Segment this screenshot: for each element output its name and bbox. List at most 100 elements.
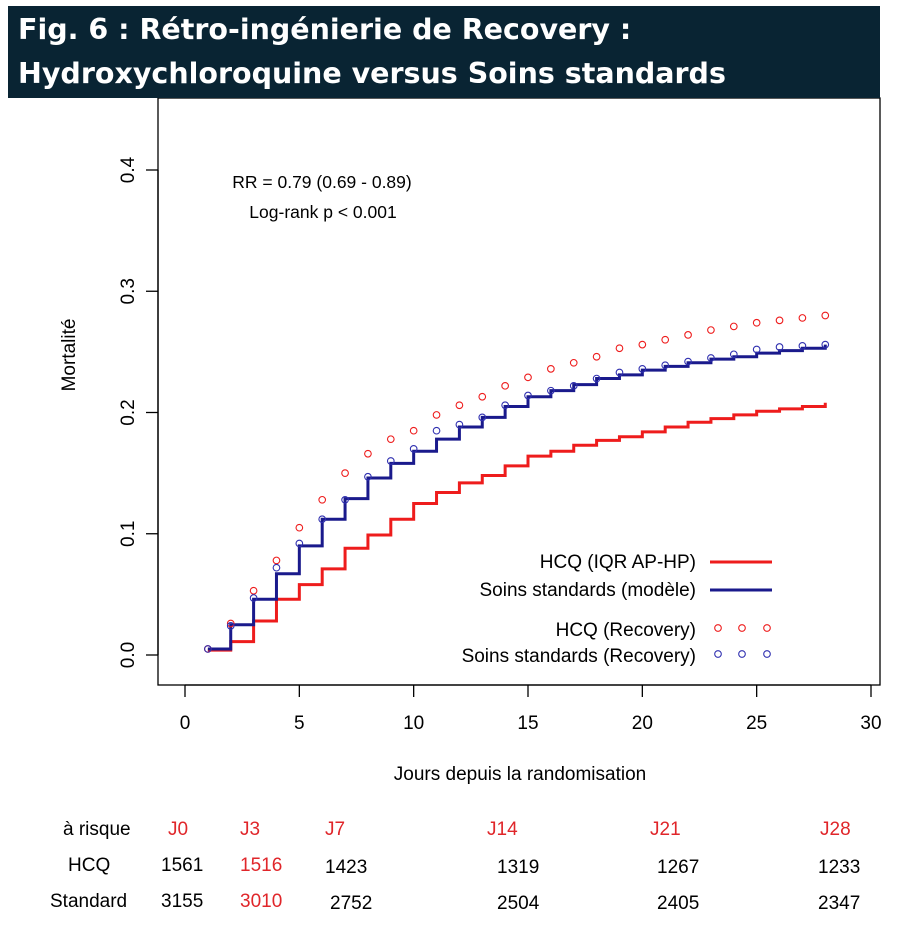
x-tick-label: 5	[294, 713, 305, 734]
soins-standards-recovery-point	[272, 563, 281, 572]
figure-title-line2: Hydroxychloroquine versus Soins standard…	[18, 57, 726, 90]
y-tick-label: 0.2	[118, 399, 139, 425]
soins-standards-recovery-point	[569, 381, 578, 390]
soins-standards-recovery-point	[615, 368, 624, 377]
legend-label: Soins standards (modèle)	[480, 580, 697, 601]
risk-row-label-hcq: HCQ	[68, 855, 111, 876]
soins-standards-recovery-point	[547, 386, 555, 395]
risk-cell: 2752	[330, 893, 373, 914]
risk-day-label: J3	[240, 819, 261, 840]
hcq-recovery-point	[615, 344, 624, 353]
hcq-recovery-point	[524, 373, 532, 382]
hcq-recovery-point	[752, 318, 761, 327]
hcq-recovery-point	[729, 322, 738, 331]
hcq-recovery-point	[455, 401, 464, 410]
soins-standards-recovery-point	[318, 515, 327, 524]
soins-standards-recovery-point	[501, 401, 509, 410]
soins-standards-recovery-point	[638, 365, 647, 373]
hcq-recovery-point	[547, 365, 555, 373]
hcq-recovery-point	[249, 586, 258, 595]
risk-day-label: J21	[650, 819, 681, 840]
risk-cell: 1319	[497, 857, 540, 878]
legend-point-swatch	[763, 624, 771, 632]
soins-standards-recovery-point	[661, 361, 670, 370]
hcq-recovery-point	[295, 523, 304, 532]
figure-title-banner: Fig. 6 : Rétro-ingénierie de Recovery : …	[8, 6, 880, 98]
hcq-recovery-point	[775, 316, 784, 325]
y-tick-label: 0.1	[118, 521, 139, 547]
soins-standards-recovery-point	[386, 457, 395, 465]
legend: HCQ (IQR AP-HP) Soins standards (modèle) H…	[462, 552, 772, 667]
hcq-recovery-point	[707, 326, 715, 334]
x-tick-label: 20	[632, 713, 653, 734]
y-tick-label: 0.3	[118, 278, 139, 304]
annotation-rr: RR = 0.79 (0.69 - 0.89)	[232, 172, 411, 192]
soins-standards-recovery-point	[478, 413, 487, 422]
hcq-recovery-point	[432, 411, 441, 419]
legend-point-swatch	[763, 650, 771, 658]
x-tick-label: 30	[860, 713, 881, 734]
soins-standards-recovery-point	[775, 343, 784, 351]
hcq-recovery-point	[661, 335, 670, 344]
soins-standards-recovery-point	[204, 645, 212, 653]
hcq-recovery-point	[798, 314, 807, 322]
legend-label: HCQ (Recovery)	[556, 620, 696, 641]
risk-row-label-standard: Standard	[50, 891, 128, 912]
soins-standards-recovery-point	[364, 472, 372, 481]
hcq-recovery-point	[318, 495, 327, 504]
legend-label: Soins standards (Recovery)	[462, 646, 696, 667]
risk-table-header: à risque	[63, 819, 131, 840]
hcq-recovery-point	[226, 619, 235, 628]
annotation-logrank: Log-rank p < 0.001	[249, 202, 396, 222]
risk-cell: 2405	[657, 893, 700, 914]
soins-standards-recovery-point	[707, 354, 715, 362]
hcq-recovery-point	[478, 392, 487, 401]
legend-point-swatch	[714, 650, 722, 658]
risk-cell: 1561	[161, 855, 204, 876]
figure-title-line1: Fig. 6 : Rétro-ingénierie de Recovery :	[18, 13, 632, 46]
hcq-recovery-point	[501, 381, 509, 390]
risk-cell: 2504	[497, 893, 540, 914]
soins-standards-recovery-point	[226, 622, 235, 630]
soins-standards-recovery-point	[752, 345, 761, 354]
y-tick-label: 0.4	[118, 156, 139, 183]
soins-standards-recovery-point	[341, 495, 349, 504]
soins-standards-recovery-point	[249, 594, 258, 602]
risk-cell: 1423	[325, 857, 368, 878]
soins-standards-recovery-point	[729, 350, 738, 359]
soins-standards-recovery-point	[524, 391, 532, 400]
soins-standards-modele-step-line	[207, 344, 827, 651]
x-tick-label: 0	[180, 713, 191, 734]
x-tick-label: 15	[517, 713, 538, 734]
soins-standards-recovery-point	[798, 341, 807, 350]
y-axis: 0.0 0.1 0.2 0.3 0.4	[118, 156, 159, 668]
risk-cell: 1233	[818, 857, 861, 878]
hcq-iqr-ap-hp-step-line	[207, 402, 827, 652]
risk-cell: 2347	[818, 893, 861, 914]
legend-point-swatch	[714, 624, 722, 632]
hcq-recovery-point	[569, 358, 578, 367]
soins-standards-recovery-point	[592, 374, 601, 383]
soins-standards-recovery-point	[684, 357, 692, 366]
series-layer	[204, 311, 830, 653]
soins-standards-recovery-point	[432, 426, 441, 435]
risk-day-label: J0	[168, 819, 189, 840]
risk-cell: 1267	[657, 857, 700, 878]
risk-day-label: J14	[487, 819, 518, 840]
soins-standards-recovery-point	[455, 420, 464, 429]
hcq-recovery-point	[638, 340, 647, 349]
risk-cell: 3010	[240, 891, 283, 912]
hcq-recovery-point	[386, 435, 395, 444]
legend-label: HCQ (IQR AP-HP)	[540, 552, 696, 573]
soins-standards-recovery-point	[295, 539, 304, 548]
x-tick-label: 25	[746, 713, 767, 734]
soins-standards-recovery-point	[409, 445, 418, 453]
x-axis: 0 5 10 15 20 25 30	[180, 684, 882, 734]
risk-day-label: J7	[325, 819, 346, 840]
y-axis-label: Mortalité	[59, 319, 80, 392]
x-tick-label: 10	[403, 713, 424, 734]
risk-cell: 3155	[161, 891, 204, 912]
soins-standards-recovery-point	[821, 340, 830, 349]
hcq-recovery-point	[364, 449, 372, 458]
hcq-recovery-point	[409, 426, 418, 435]
